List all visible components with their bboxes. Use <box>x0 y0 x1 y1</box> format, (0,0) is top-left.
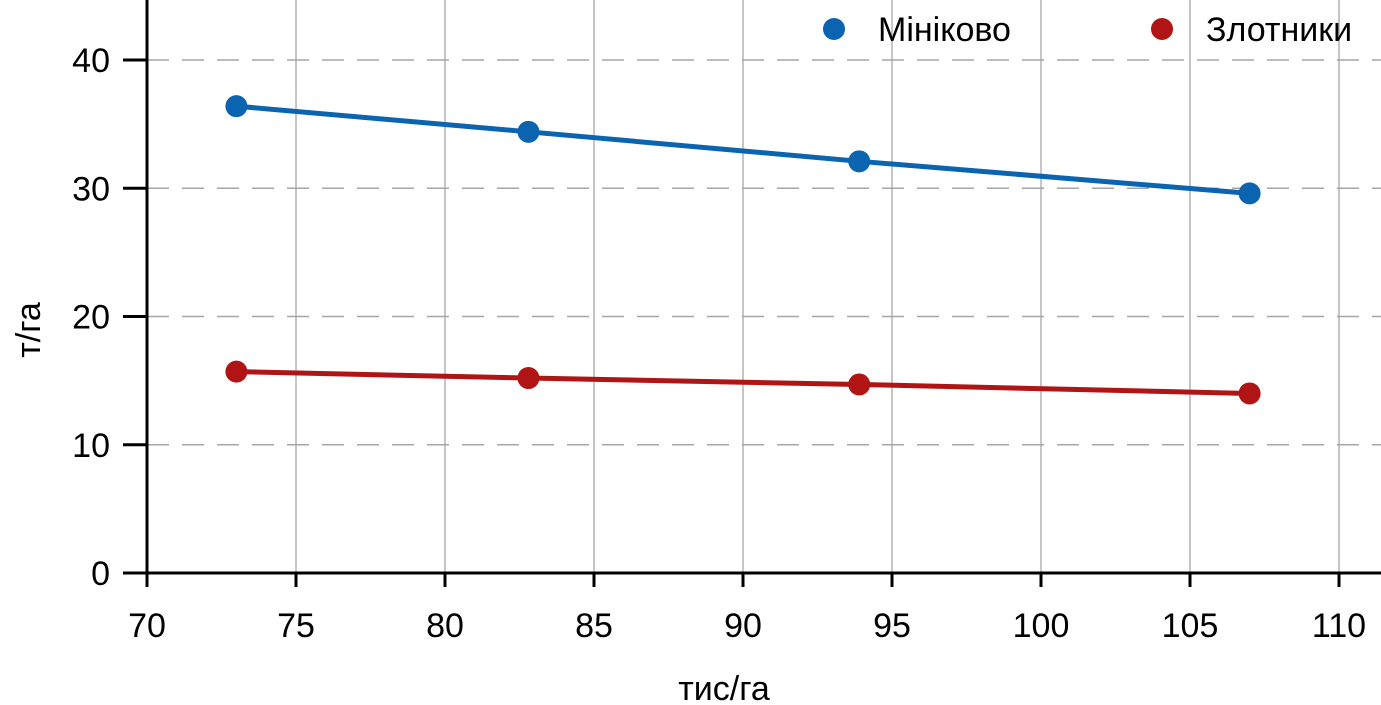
data-point <box>517 367 540 390</box>
series-line <box>236 369 1250 396</box>
legend-marker <box>1151 18 1173 40</box>
grid <box>147 0 1381 573</box>
data-point <box>225 360 248 383</box>
y-tick-label: 30 <box>72 170 110 208</box>
legend-label: Злотники <box>1206 11 1352 49</box>
series-1 <box>225 95 1261 205</box>
y-tick-label: 0 <box>91 555 110 593</box>
x-tick-label: 85 <box>575 607 613 645</box>
data-point <box>848 373 871 396</box>
x-tick-label: 90 <box>724 607 762 645</box>
data-point <box>848 150 871 173</box>
x-tick-label: 70 <box>128 607 166 645</box>
x-tick-label: 80 <box>426 607 464 645</box>
x-tick-label: 110 <box>1312 607 1366 645</box>
x-tick-label: 95 <box>873 607 911 645</box>
series-line <box>236 103 1250 196</box>
data-point <box>1238 382 1261 405</box>
y-axis-title: т/га <box>10 302 48 358</box>
y-tick-label: 10 <box>72 427 110 465</box>
x-tick-label: 105 <box>1162 607 1219 645</box>
data-series <box>225 95 1261 405</box>
data-point <box>225 95 248 118</box>
legend: Мініково Злотники <box>823 11 1352 49</box>
legend-label: Мініково <box>878 11 1011 49</box>
legend-item: Мініково <box>823 11 1011 49</box>
x-tick-label: 100 <box>1013 607 1070 645</box>
y-tick-label: 20 <box>72 299 110 337</box>
data-point <box>1238 182 1261 205</box>
data-point <box>517 120 540 143</box>
x-axis-title: тис/га <box>678 670 770 705</box>
legend-marker <box>823 18 845 40</box>
y-tick-label: 40 <box>72 42 110 80</box>
x-tick-label: 75 <box>277 607 315 645</box>
legend-item: Злотники <box>1151 11 1352 49</box>
series-2 <box>225 360 1261 405</box>
axes: 0 10 20 30 40 70 75 80 85 90 95 100 105 110 <box>72 0 1381 645</box>
